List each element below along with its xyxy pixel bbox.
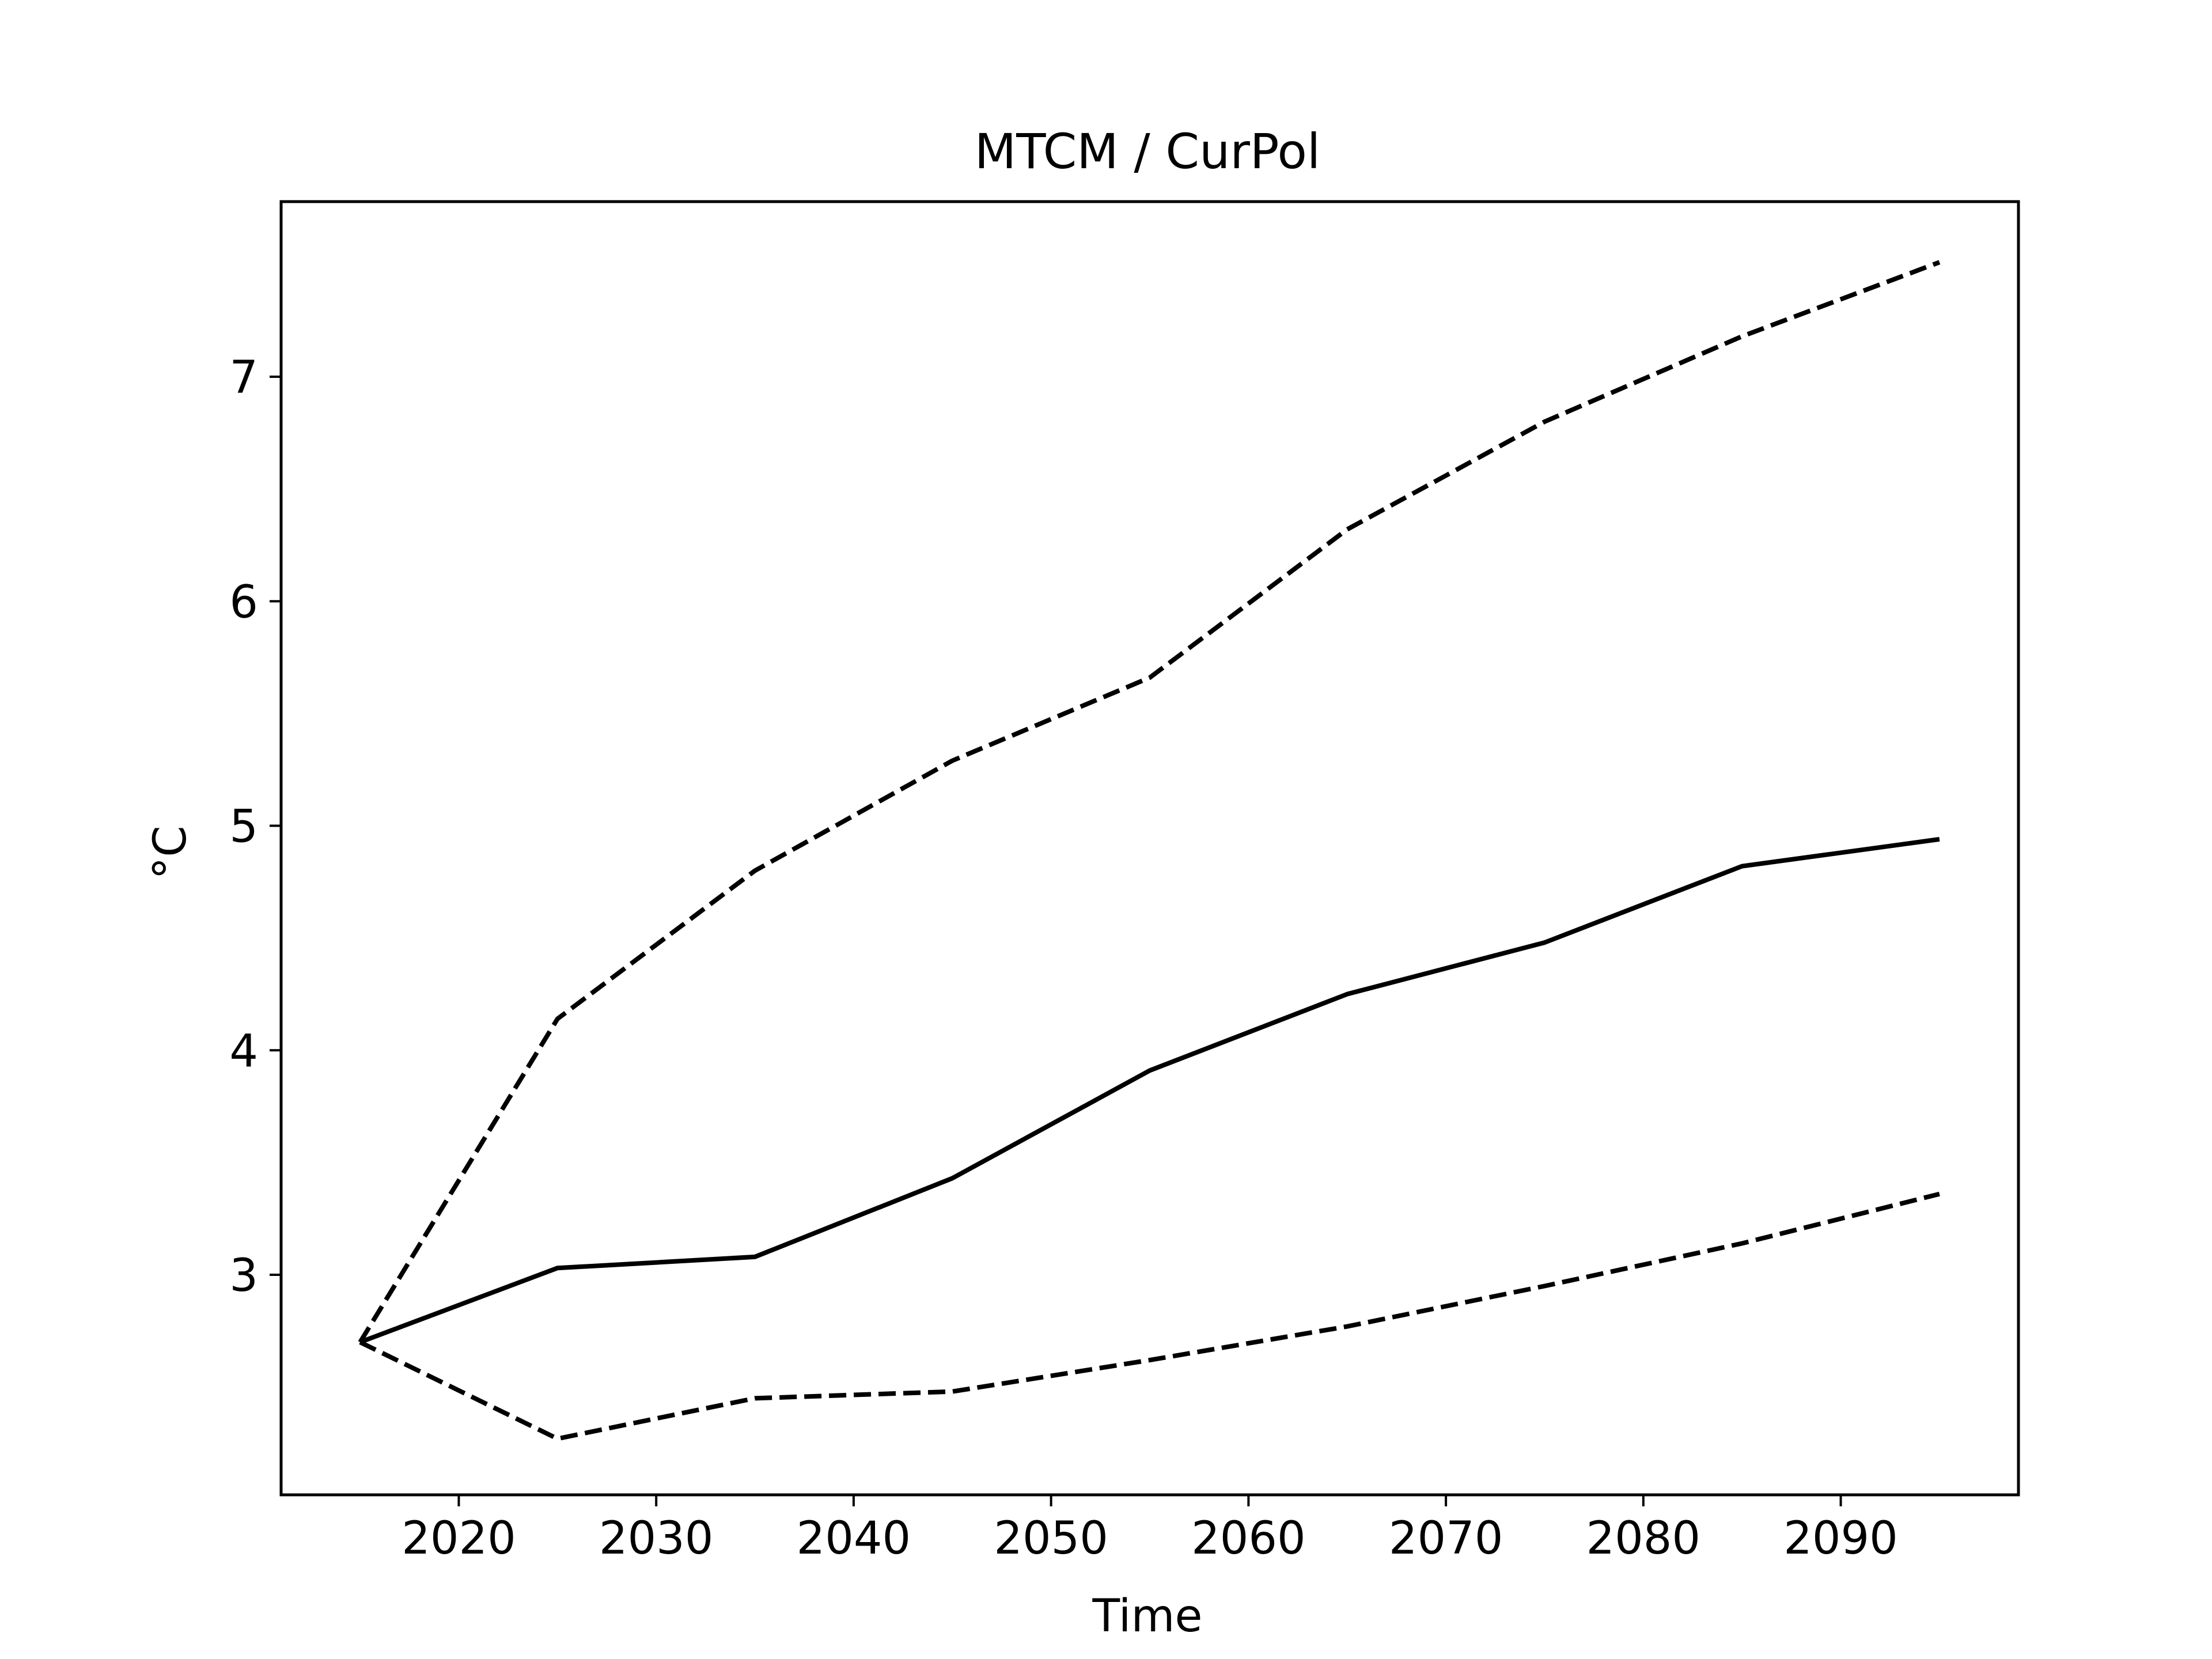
x-tick-label: 2040 bbox=[797, 1513, 911, 1565]
y-tick-label: 6 bbox=[229, 577, 258, 628]
series-layer bbox=[358, 260, 1941, 1441]
x-tick-label: 2080 bbox=[1586, 1513, 1701, 1565]
x-tick-label: 2070 bbox=[1389, 1513, 1503, 1565]
x-tick-label: 2060 bbox=[1191, 1513, 1306, 1565]
chart-title: MTCM / CurPol bbox=[975, 123, 1321, 180]
ticks-layer: 2020 2030 2040 2050 2060 2070 2080 2090 3 4 5 6 7 bbox=[229, 352, 1897, 1565]
y-tick-label: 7 bbox=[229, 352, 258, 404]
dashed-series-line-2 bbox=[359, 1191, 1940, 1441]
x-tick-label: 2090 bbox=[1783, 1513, 1898, 1565]
x-tick-label: 2020 bbox=[402, 1513, 516, 1565]
y-tick-label: 5 bbox=[229, 801, 258, 853]
dashed-series-line-1 bbox=[358, 260, 1941, 1344]
x-tick-label: 2050 bbox=[994, 1513, 1108, 1565]
y-axis-label: °C bbox=[145, 825, 196, 879]
plot-area-frame bbox=[279, 200, 2020, 1497]
x-tick-label: 2030 bbox=[599, 1513, 714, 1565]
y-tick-label: 4 bbox=[229, 1025, 258, 1077]
x-axis-label: Time bbox=[1092, 1590, 1203, 1642]
solid-series-line-0 bbox=[359, 836, 1940, 1344]
y-tick-label: 3 bbox=[229, 1250, 258, 1302]
